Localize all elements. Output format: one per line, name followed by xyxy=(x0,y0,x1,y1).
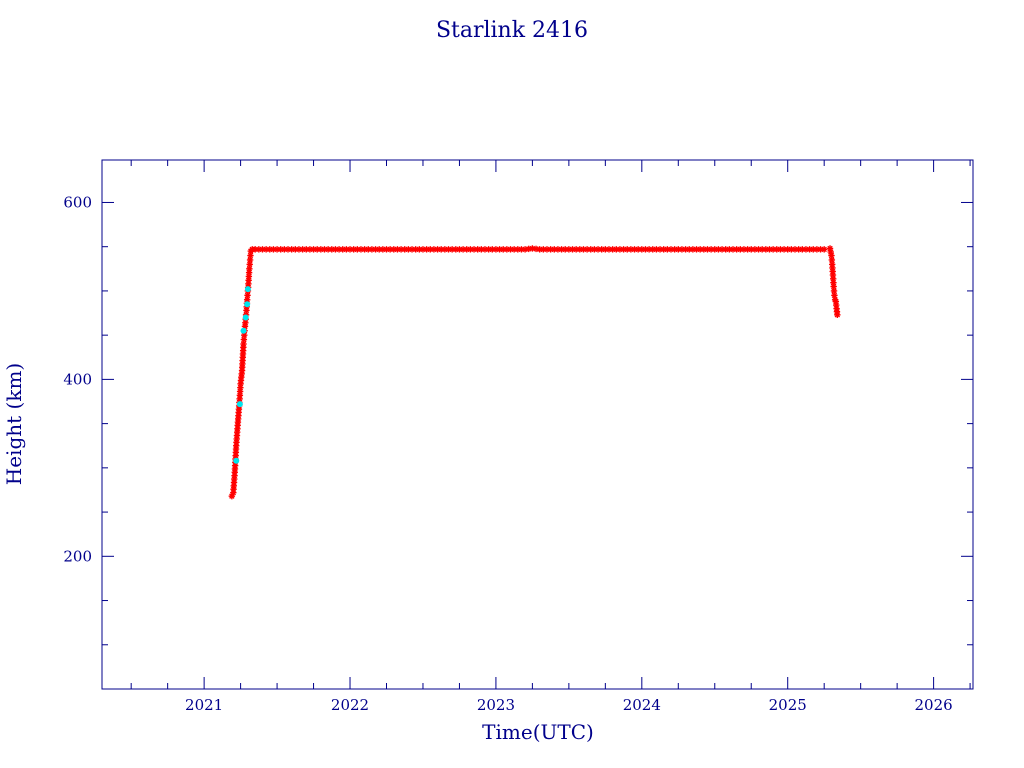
chart-title: Starlink 2416 xyxy=(436,18,588,43)
data-point xyxy=(830,283,837,290)
data-point-highlight xyxy=(236,401,243,408)
axis-ticks xyxy=(102,160,973,690)
x-tick-label: 2026 xyxy=(915,696,953,714)
data-point xyxy=(525,245,532,253)
y-tick-label: 600 xyxy=(63,193,92,211)
data-point xyxy=(518,246,525,253)
data-point-highlight xyxy=(233,457,240,464)
y-axis-label: Height (km) xyxy=(2,363,26,485)
plot-frame xyxy=(101,159,974,690)
data-point xyxy=(820,246,828,253)
x-tick-label: 2022 xyxy=(331,696,369,714)
x-tick-label: 2025 xyxy=(769,696,807,714)
x-tick-label: 2021 xyxy=(185,696,223,714)
data-point xyxy=(246,261,253,268)
y-tick-label: 400 xyxy=(63,370,92,388)
axis-tick-labels: 2021 2022 2023 2024 2025 2026 200 400 600 xyxy=(63,193,952,714)
data-point xyxy=(247,252,254,259)
y-tick-label: 200 xyxy=(63,547,92,565)
data-point xyxy=(831,292,838,299)
data-point-highlight xyxy=(242,314,249,321)
data-point-highlight xyxy=(244,301,251,308)
x-tick-label: 2024 xyxy=(623,696,661,714)
x-tick-label: 2023 xyxy=(477,696,515,714)
data-point-highlight xyxy=(244,286,251,293)
x-axis-label: Time(UTC) xyxy=(482,720,594,744)
data-point-highlight xyxy=(240,327,247,334)
data-points xyxy=(228,245,841,500)
data-point xyxy=(834,311,841,319)
